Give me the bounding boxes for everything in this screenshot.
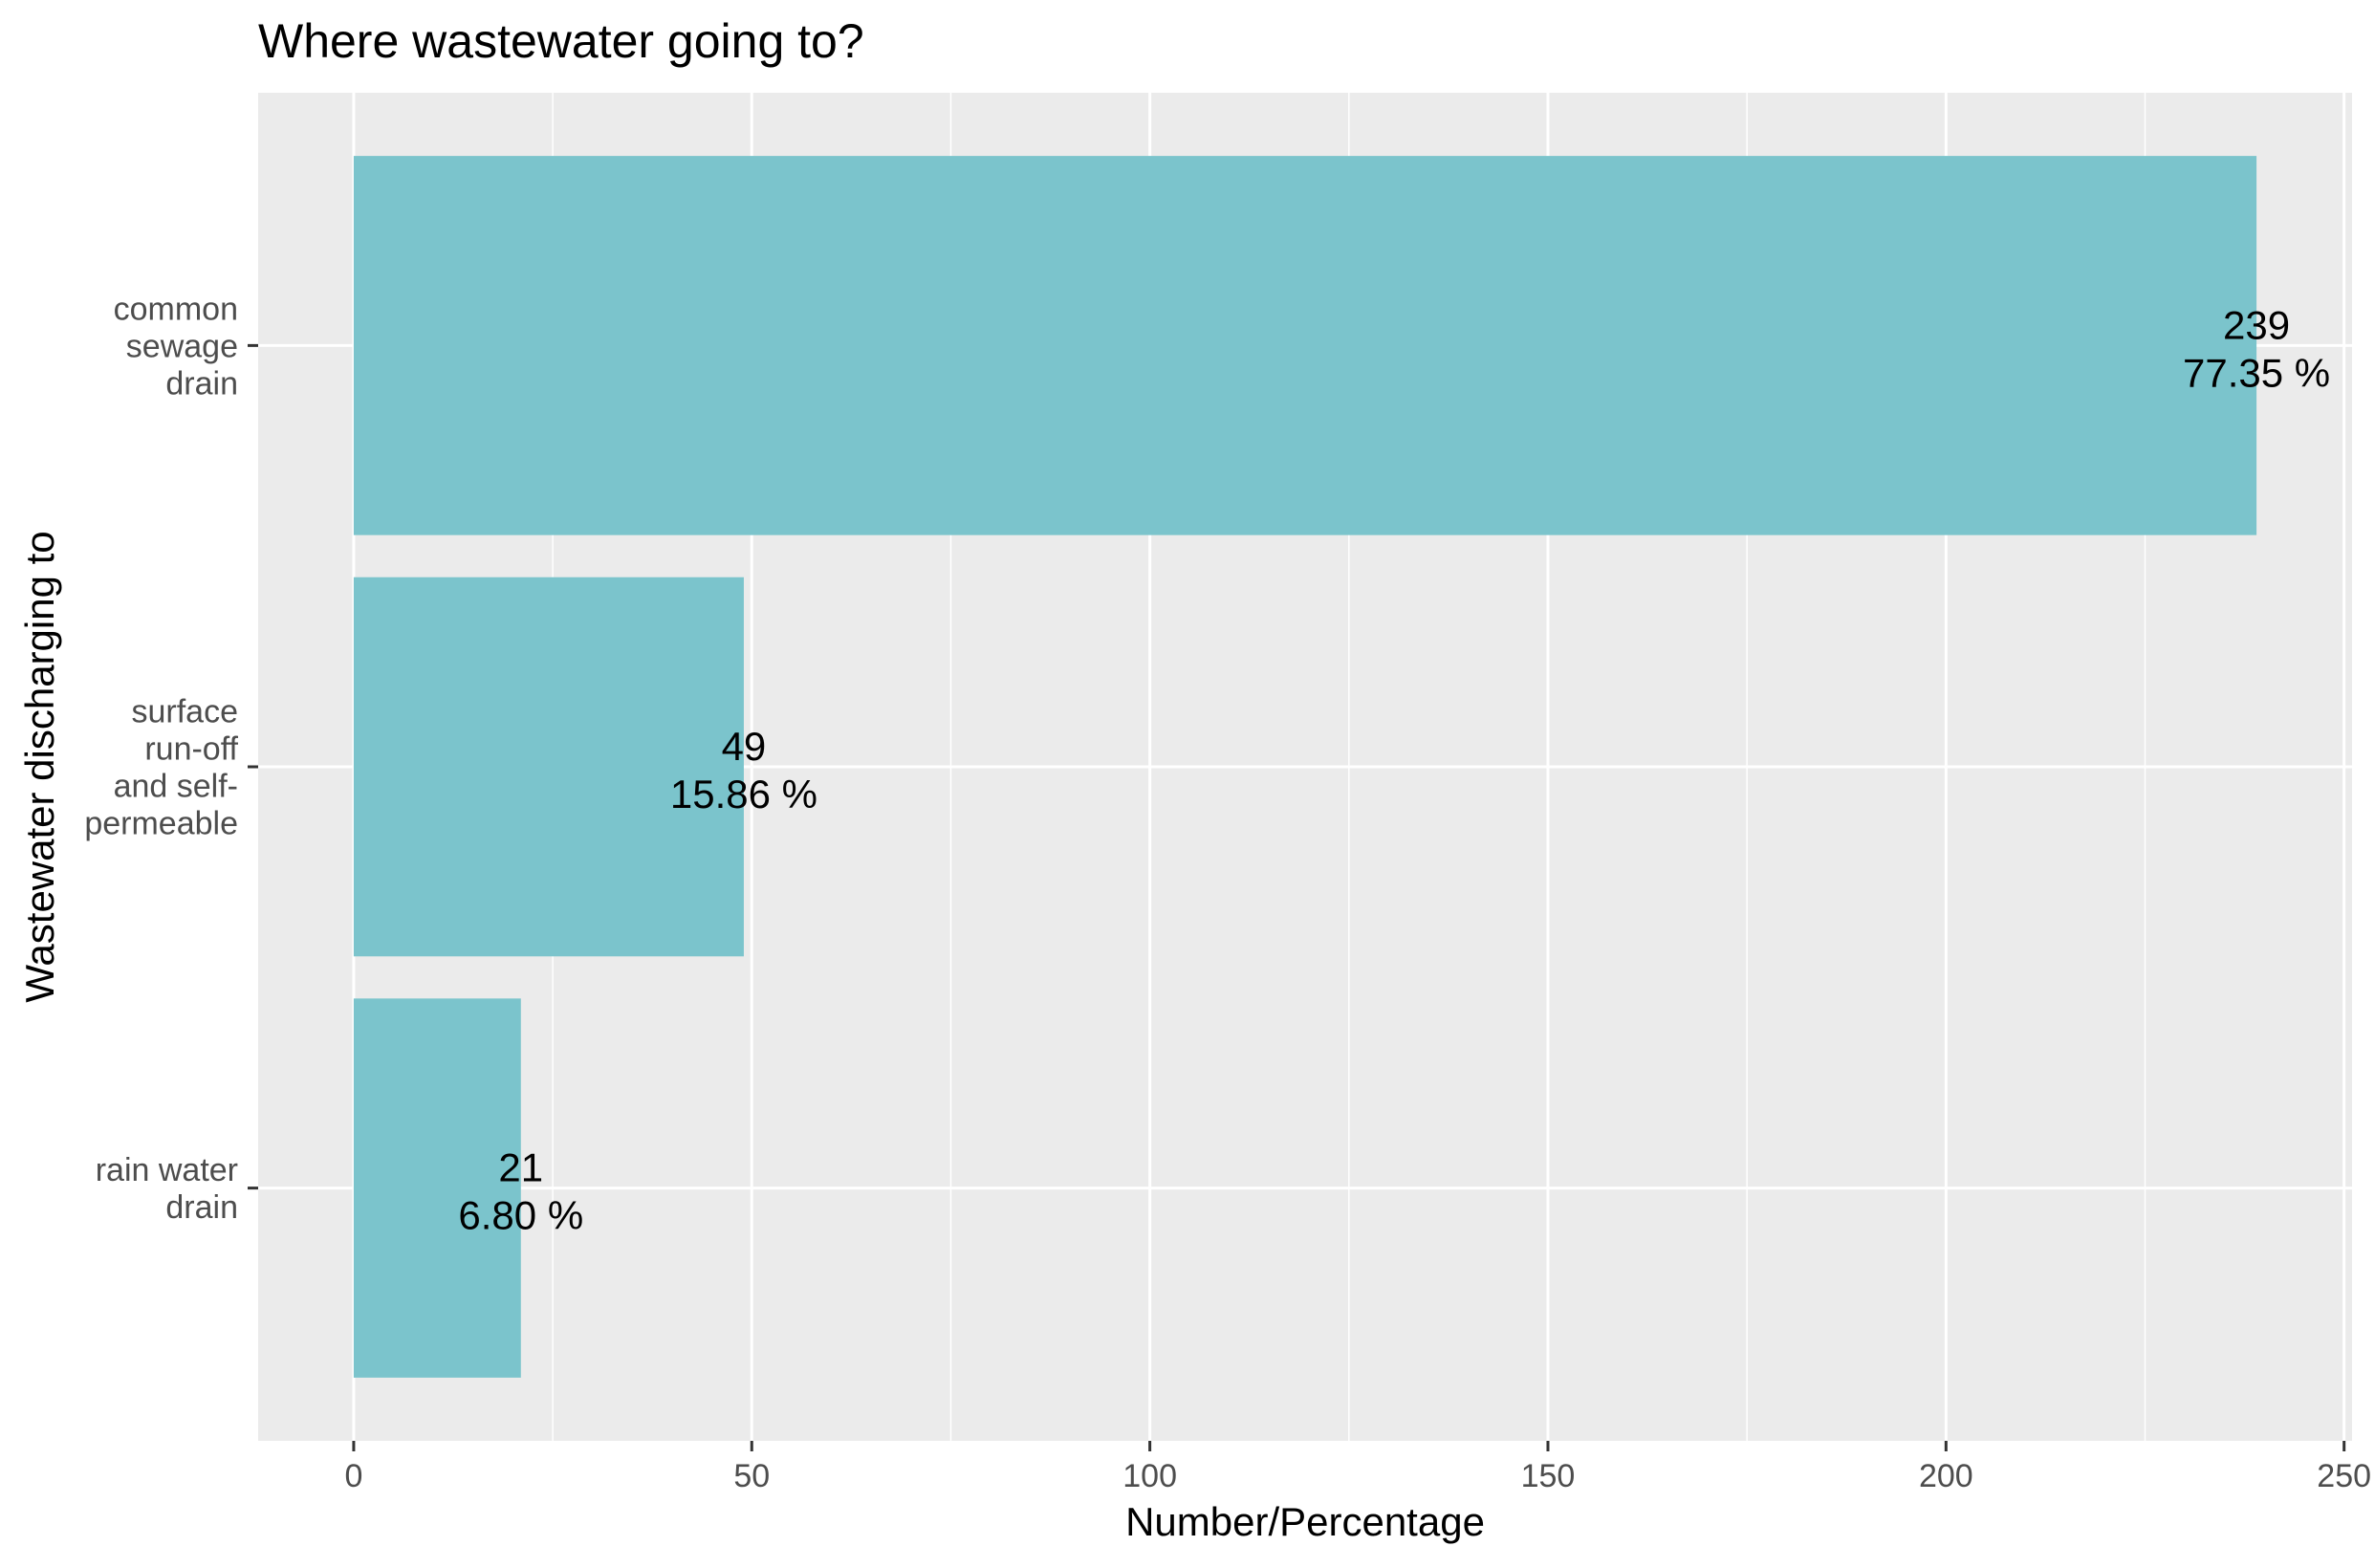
x-tick-label: 100 [1122,1458,1177,1494]
x-tick-label: 150 [1521,1458,1576,1494]
data-labels: 239 77.35 % 49 15.86 % 21 6.80 % [458,302,2330,1237]
x-tick-label: 250 [2317,1458,2371,1494]
y-tick-label: surface run-off and self-permeable [84,694,238,842]
bars [353,156,2257,1378]
bar [353,577,744,957]
data-label: 239 77.35 % [2183,302,2330,395]
x-tick-label: 0 [344,1458,362,1494]
y-tick-label: common sewage drain [114,291,238,402]
y-axis-title: Wastewater discharging to [17,531,62,1002]
y-axis-ticks: common sewage drain surface run-off and self-… [84,291,258,1226]
data-label: 21 6.80 % [458,1145,583,1238]
x-tick-label: 200 [1919,1458,1973,1494]
bar [353,156,2257,535]
x-axis-ticks: 0 50 100 150 200 250 [344,1441,2371,1494]
x-axis-title: Number/Percentage [1125,1499,1485,1544]
x-tick-label: 50 [733,1458,770,1494]
chart-title: Where wastewater going to? [258,14,864,68]
data-label: 49 15.86 % [670,724,817,817]
y-tick-label: rain water drain [96,1152,238,1226]
bar [353,998,521,1378]
